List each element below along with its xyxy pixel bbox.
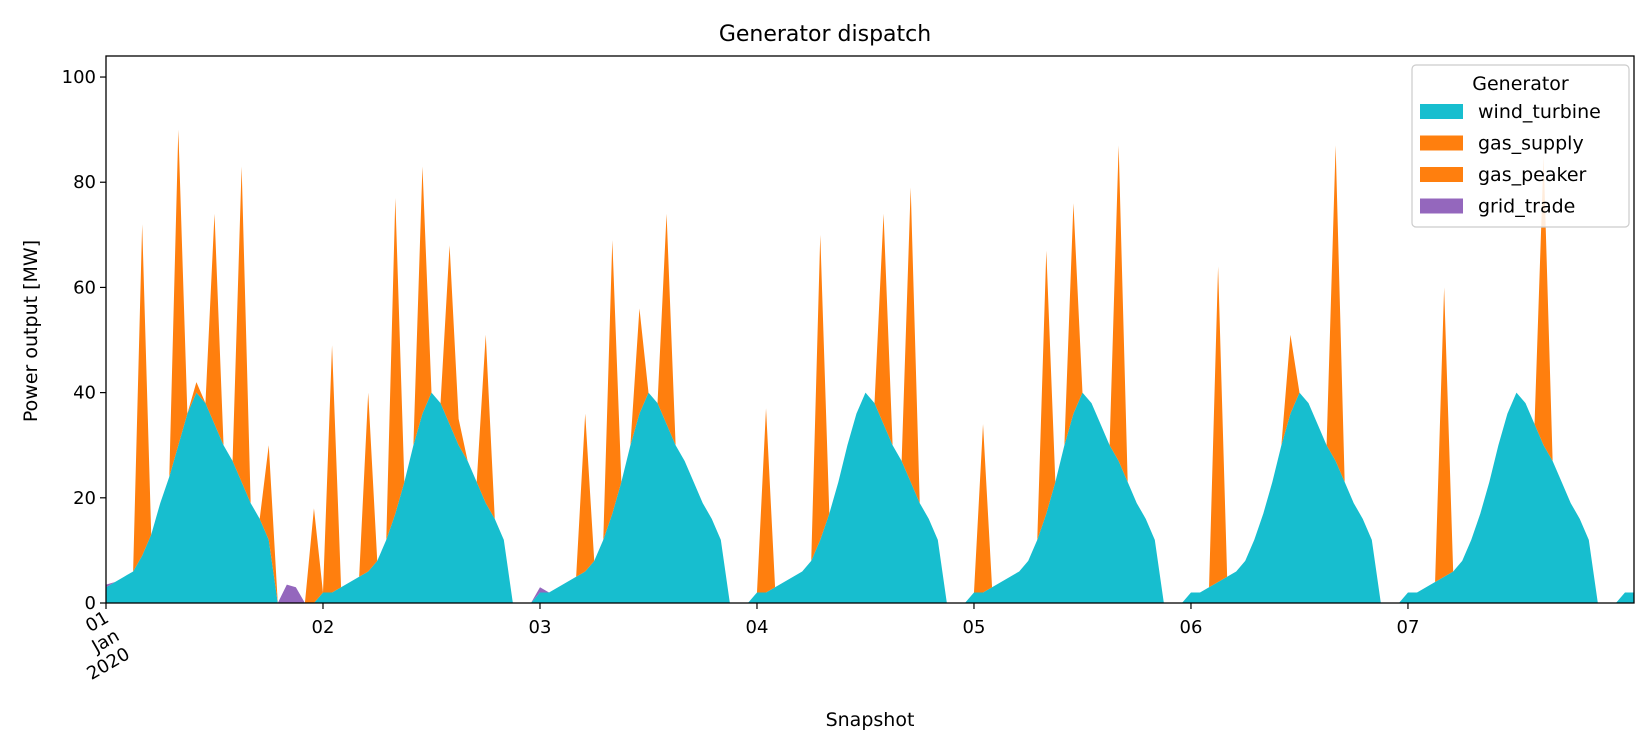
x-axis-label: Snapshot [826,709,915,731]
legend-swatch-gas_peaker [1420,167,1463,182]
x-tick-label: 02 [312,617,335,638]
y-tick-label: 60 [73,277,96,298]
y-tick-label: 40 [73,383,96,404]
y-tick-label: 100 [62,67,96,88]
legend: Generator wind_turbine gas_supply gas_peake… [1411,64,1630,228]
x-axis: 01Jan2020 02 03 04 05 06 07 [62,603,1420,685]
legend-label-gas_peaker: gas_peaker [1478,164,1587,186]
legend-label-wind_turbine: wind_turbine [1478,101,1601,123]
y-tick-label: 0 [85,593,96,614]
legend-swatch-grid_trade [1420,198,1463,214]
x-tick-label: 01Jan2020 [62,607,133,684]
y-tick-label: 80 [73,172,96,193]
x-tick-label: 04 [746,617,769,638]
plot-area [105,55,1635,604]
area-series-wind_turbine [106,392,1634,603]
x-tick-label: 03 [529,617,552,638]
chart-title: Generator dispatch [719,22,931,47]
x-tick-label: 05 [963,617,986,638]
legend-title: Generator [1472,73,1569,95]
legend-label-grid_trade: grid_trade [1478,196,1575,218]
plot-frame [105,55,1635,604]
x-tick-label: 07 [1397,617,1420,638]
y-tick-label: 20 [73,488,96,509]
legend-swatch-wind_turbine [1420,104,1463,119]
legend-label-gas_supply: gas_supply [1478,133,1584,155]
y-axis: 0 20 40 60 80 100 [62,67,106,614]
x-tick-label: 06 [1180,617,1203,638]
legend-swatch-gas_supply [1420,135,1463,151]
area-series-gas_peaker [106,129,1634,603]
legend-box [1411,64,1630,228]
y-axis-label: Power output [MW] [20,240,42,422]
